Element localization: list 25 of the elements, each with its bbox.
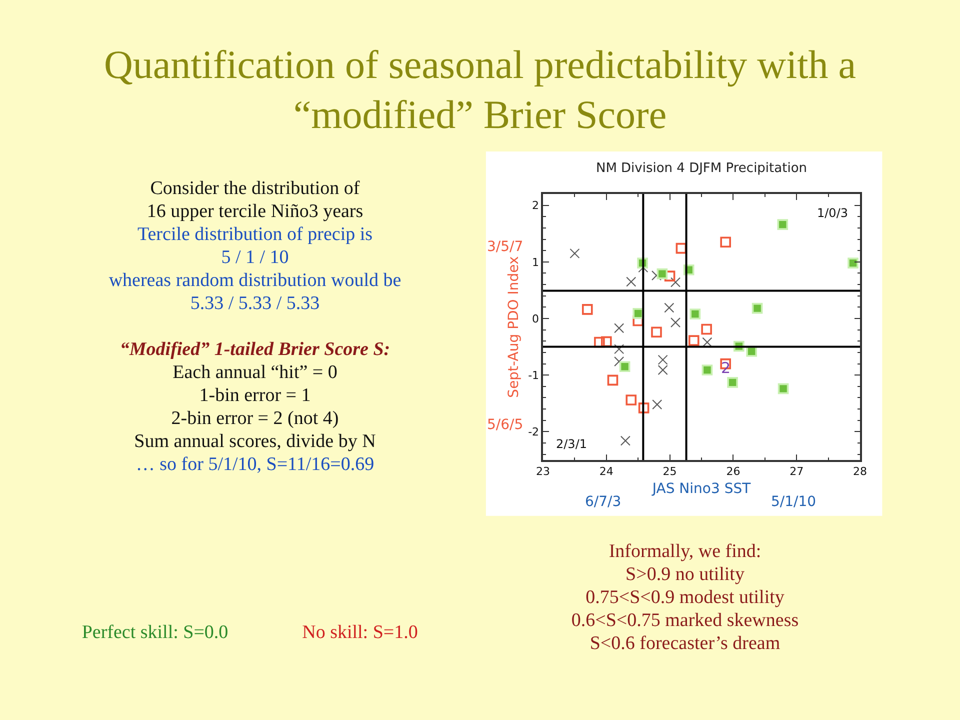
x-tick-label: 28 [853,464,867,478]
text: 5/1/10 [771,494,816,510]
text: Consider the distribution of 16 upper tercile Niño3 years Tercile distribution of precip is 5 / 1 / 10 whereas random distribution would be 5.33 / 5.33 / 5.33 “Modified” 1-tailed Brier Score S: Each annual “hit” = 0 1-bin error = 1 2-bin error = 2 (not 4) Sum annual scores, divide by N … so for 5/1/10, S=11/16=0.69 [108,178,402,475]
x-tick-label: 27 [790,464,804,478]
y-tick-label: 1 [532,256,540,269]
chart-subtitle: NM Division 4 DJFM Precipitation [596,161,808,176]
annotation: 1/0/3 [817,206,848,220]
y-tick-label: 0 [532,312,540,326]
y-axis-title: Sept-Aug PDO Index [506,256,522,398]
chart-title: Quantification of seasonal predictability with a “modified” Brier Score [103,41,857,139]
annotation: 2/3/1 [556,437,587,451]
text: 5/6/5 [487,417,524,433]
x-tick-label: 26 [726,464,740,478]
text: 6/7/3 [585,494,622,510]
text: Perfect skill: S=0.0 [80,621,230,644]
y-tick-label: -2 [528,426,540,439]
x-tick-label: 23 [536,464,550,478]
text: No skill: S=1.0 [301,621,419,644]
y-tick-label: -1 [528,368,540,382]
x-axis-title: JAS Nino3 SST [651,480,752,497]
text: 3/5/7 [487,239,524,255]
x-tick-label: 25 [662,464,677,478]
text: Informally, we find: S>0.9 no utility 0.75<S<0.9 modest utility 0.6<S<0.75 marked skewness S<0.6 forecaster’s dream [570,540,800,655]
x-tick-label: 24 [599,464,614,478]
y-tick-label: 2 [532,199,540,212]
